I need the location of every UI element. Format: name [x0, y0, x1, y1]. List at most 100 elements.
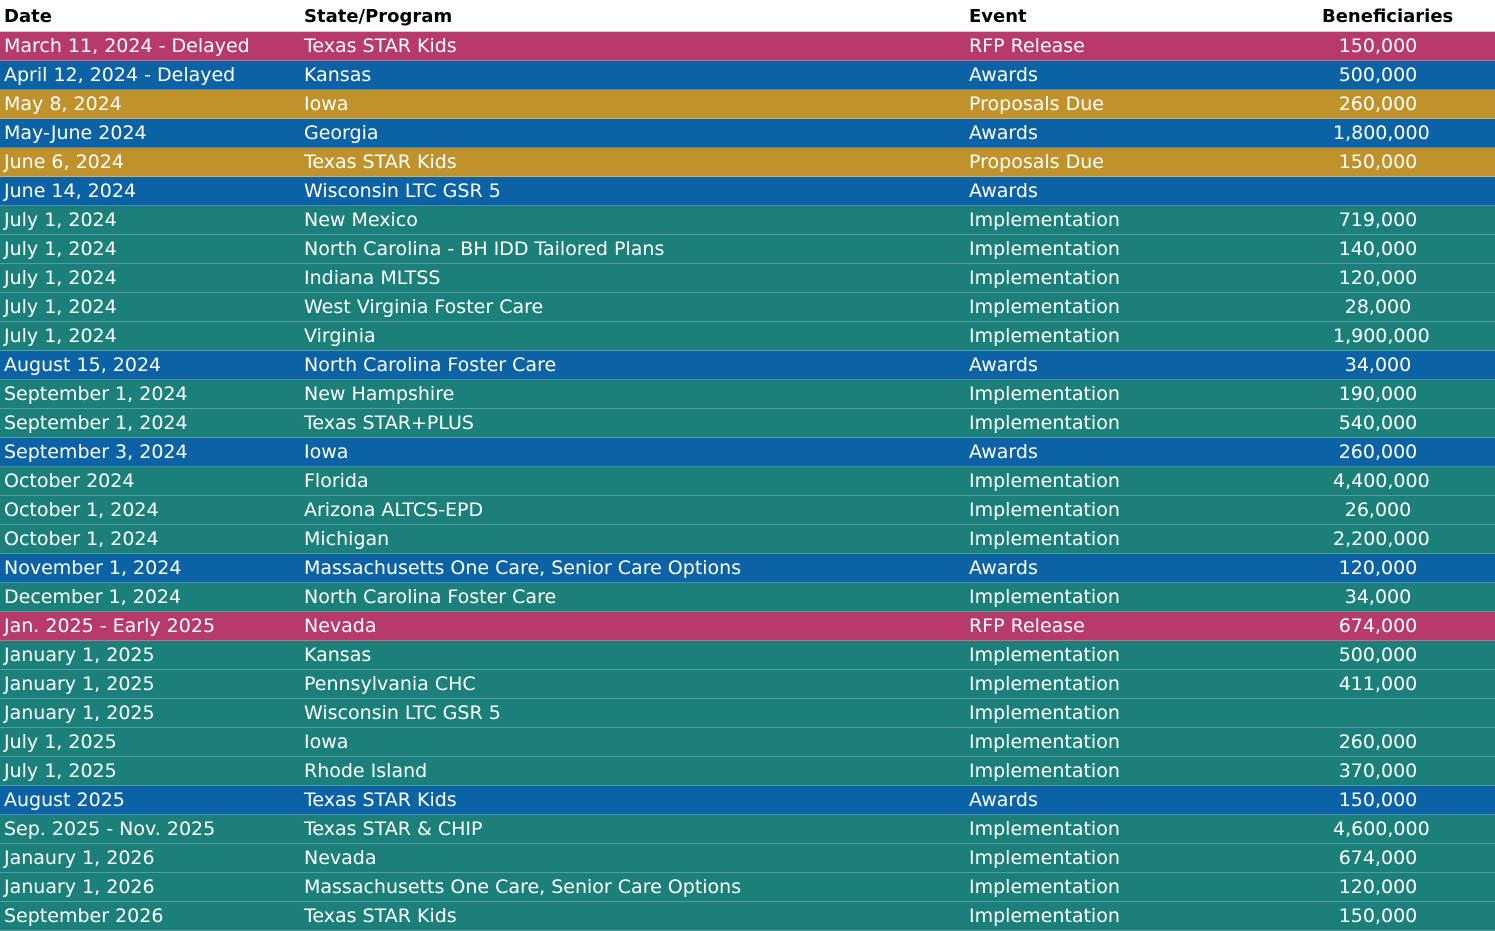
cell-event[interactable]: Implementation	[969, 702, 1120, 724]
cell-date[interactable]: Sep. 2025 - Nov. 2025	[4, 818, 216, 840]
cell-event[interactable]: Awards	[969, 64, 1038, 86]
cell-beneficiaries[interactable]: 260,000	[1265, 90, 1495, 118]
cell-date[interactable]: September 1, 2024	[4, 383, 188, 405]
cell-date[interactable]: December 1, 2024	[4, 586, 182, 608]
cell-beneficiaries[interactable]: 26,000	[1265, 496, 1495, 524]
cell-date[interactable]: July 1, 2025	[4, 760, 117, 782]
cell-program[interactable]: Iowa	[304, 93, 349, 115]
cell-beneficiaries[interactable]: 34,000	[1265, 351, 1495, 379]
cell-event[interactable]: Awards	[969, 441, 1038, 463]
header-beneficiaries[interactable]: Beneficiaries	[1322, 6, 1454, 27]
cell-program[interactable]: North Carolina Foster Care	[304, 586, 557, 608]
cell-program[interactable]: Texas STAR+PLUS	[304, 412, 474, 434]
cell-date[interactable]: November 1, 2024	[4, 557, 182, 579]
cell-beneficiaries[interactable]: 28,000	[1265, 293, 1495, 321]
cell-program[interactable]: Virginia	[304, 325, 376, 347]
cell-date[interactable]: June 6, 2024	[4, 151, 124, 173]
cell-event[interactable]: Implementation	[969, 644, 1120, 666]
cell-program[interactable]: Texas STAR & CHIP	[304, 818, 483, 840]
header-event[interactable]: Event	[969, 6, 1027, 27]
cell-event[interactable]: Implementation	[969, 470, 1120, 492]
cell-beneficiaries[interactable]: 411,000	[1265, 670, 1495, 698]
cell-event[interactable]: Implementation	[969, 325, 1120, 347]
cell-date[interactable]: January 1, 2026	[4, 876, 155, 898]
header-program[interactable]: State/Program	[304, 6, 453, 27]
cell-beneficiaries[interactable]: 190,000	[1265, 380, 1495, 408]
cell-beneficiaries[interactable]: 1,800,000	[1265, 119, 1495, 147]
cell-event[interactable]: Awards	[969, 122, 1038, 144]
cell-program[interactable]: Georgia	[304, 122, 379, 144]
cell-event[interactable]: RFP Release	[969, 615, 1085, 637]
cell-program[interactable]: Florida	[304, 470, 369, 492]
cell-beneficiaries[interactable]: 120,000	[1265, 264, 1495, 292]
cell-date[interactable]: July 1, 2024	[4, 325, 117, 347]
cell-beneficiaries[interactable]: 34,000	[1265, 583, 1495, 611]
cell-date[interactable]: September 1, 2024	[4, 412, 188, 434]
cell-program[interactable]: Massachusetts One Care, Senior Care Opti…	[304, 876, 742, 898]
cell-beneficiaries[interactable]: 674,000	[1265, 844, 1495, 872]
cell-event[interactable]: Implementation	[969, 209, 1120, 231]
cell-date[interactable]: July 1, 2024	[4, 209, 117, 231]
cell-program[interactable]: Pennsylvania CHC	[304, 673, 476, 695]
cell-event[interactable]: Implementation	[969, 267, 1120, 289]
cell-program[interactable]: Rhode Island	[304, 760, 428, 782]
cell-event[interactable]: Implementation	[969, 673, 1120, 695]
cell-beneficiaries[interactable]: 674,000	[1265, 612, 1495, 640]
cell-program[interactable]: New Mexico	[304, 209, 418, 231]
cell-program[interactable]: Wisconsin LTC GSR 5	[304, 702, 501, 724]
cell-beneficiaries[interactable]: 500,000	[1265, 61, 1495, 89]
cell-beneficiaries[interactable]: 150,000	[1265, 902, 1495, 930]
cell-date[interactable]: October 1, 2024	[4, 528, 159, 550]
cell-program[interactable]: Texas STAR Kids	[304, 151, 457, 173]
cell-program[interactable]: Massachusetts One Care, Senior Care Opti…	[304, 557, 742, 579]
cell-program[interactable]: North Carolina - BH IDD Tailored Plans	[304, 238, 665, 260]
cell-event[interactable]: Awards	[969, 180, 1038, 202]
header-date[interactable]: Date	[4, 6, 52, 27]
cell-date[interactable]: May-June 2024	[4, 122, 147, 144]
cell-beneficiaries[interactable]: 1,900,000	[1265, 322, 1495, 350]
cell-beneficiaries[interactable]: 500,000	[1265, 641, 1495, 669]
cell-beneficiaries[interactable]: 540,000	[1265, 409, 1495, 437]
cell-program[interactable]: Kansas	[304, 644, 372, 666]
cell-program[interactable]: Wisconsin LTC GSR 5	[304, 180, 501, 202]
cell-date[interactable]: January 1, 2025	[4, 673, 155, 695]
cell-date[interactable]: April 12, 2024 - Delayed	[4, 64, 236, 86]
cell-date[interactable]: August 2025	[4, 789, 125, 811]
cell-beneficiaries[interactable]: 120,000	[1265, 873, 1495, 901]
cell-date[interactable]: July 1, 2024	[4, 238, 117, 260]
cell-date[interactable]: July 1, 2024	[4, 296, 117, 318]
cell-event[interactable]: Implementation	[969, 760, 1120, 782]
cell-program[interactable]: Texas STAR Kids	[304, 35, 457, 57]
cell-beneficiaries[interactable]: 719,000	[1265, 206, 1495, 234]
cell-date[interactable]: September 2026	[4, 905, 164, 927]
cell-beneficiaries[interactable]: 4,400,000	[1265, 467, 1495, 495]
cell-program[interactable]: Kansas	[304, 64, 372, 86]
cell-beneficiaries[interactable]: 2,200,000	[1265, 525, 1495, 553]
cell-event[interactable]: Implementation	[969, 238, 1120, 260]
cell-program[interactable]: Michigan	[304, 528, 390, 550]
cell-date[interactable]: October 1, 2024	[4, 499, 159, 521]
cell-beneficiaries[interactable]: 260,000	[1265, 728, 1495, 756]
cell-program[interactable]: Texas STAR Kids	[304, 905, 457, 927]
cell-event[interactable]: Implementation	[969, 296, 1120, 318]
cell-beneficiaries[interactable]: 260,000	[1265, 438, 1495, 466]
cell-date[interactable]: January 1, 2025	[4, 644, 155, 666]
cell-program[interactable]: Arizona ALTCS-EPD	[304, 499, 484, 521]
cell-date[interactable]: June 14, 2024	[4, 180, 137, 202]
cell-beneficiaries[interactable]: 150,000	[1265, 786, 1495, 814]
cell-beneficiaries[interactable]: 4,600,000	[1265, 815, 1495, 843]
cell-beneficiaries[interactable]	[1265, 177, 1495, 205]
cell-date[interactable]: October 2024	[4, 470, 135, 492]
cell-beneficiaries[interactable]: 120,000	[1265, 554, 1495, 582]
cell-event[interactable]: Implementation	[969, 528, 1120, 550]
cell-event[interactable]: Awards	[969, 557, 1038, 579]
cell-event[interactable]: Implementation	[969, 383, 1120, 405]
cell-event[interactable]: Proposals Due	[969, 151, 1104, 173]
cell-program[interactable]: Iowa	[304, 441, 349, 463]
cell-event[interactable]: Implementation	[969, 499, 1120, 521]
cell-program[interactable]: Indiana MLTSS	[304, 267, 441, 289]
cell-date[interactable]: July 1, 2025	[4, 731, 117, 753]
cell-date[interactable]: Janaury 1, 2026	[4, 847, 155, 869]
cell-beneficiaries[interactable]: 150,000	[1265, 148, 1495, 176]
cell-program[interactable]: Iowa	[304, 731, 349, 753]
